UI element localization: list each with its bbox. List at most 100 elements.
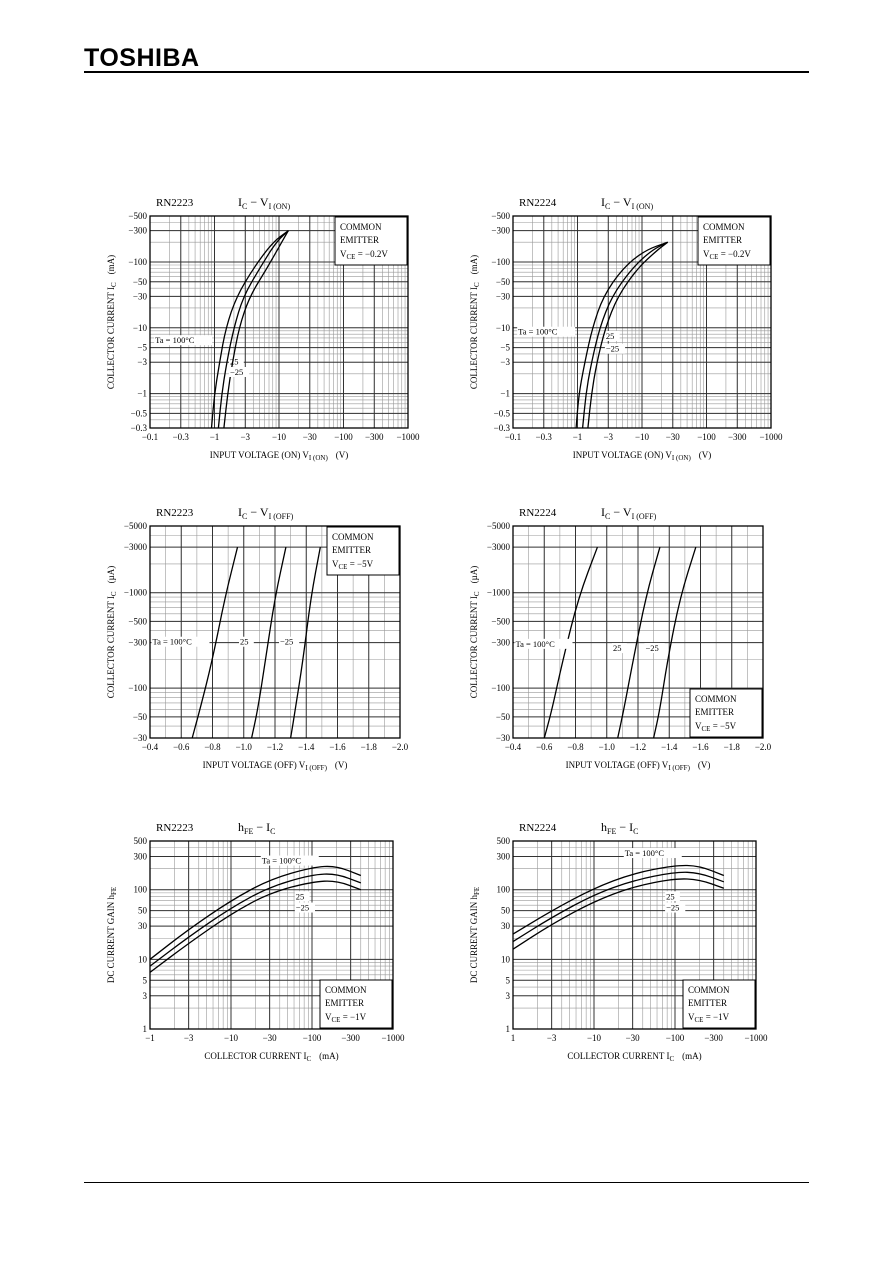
title-main: I <box>601 505 605 519</box>
series-line-1 <box>250 547 287 739</box>
part-number: RN2224 <box>519 822 557 834</box>
x-label-unit: (mA) <box>319 1051 339 1061</box>
x-tick-label: −3 <box>547 1033 557 1043</box>
series-label-bg <box>644 643 665 654</box>
y-tick-label: −500 <box>491 616 510 626</box>
y-label-main: COLLECTOR CURRENT I <box>469 287 479 389</box>
x-tick-label: −100 <box>666 1033 685 1043</box>
x-label-unit: (V) <box>335 760 348 770</box>
x-tick-label: −10 <box>635 432 650 442</box>
y-tick-label: 300 <box>497 851 511 861</box>
vce-value: = −1V <box>340 1012 366 1022</box>
title-mid: − V <box>247 505 269 519</box>
x-tick-label: −0.1 <box>505 432 521 442</box>
condition-line-emitter: EMITTER <box>695 707 734 717</box>
y-tick-label: 3 <box>143 991 148 1001</box>
series-line-0 <box>149 865 362 960</box>
y-tick-label: 100 <box>134 885 148 895</box>
y-tick-label: 100 <box>497 885 511 895</box>
title-main: h <box>601 820 607 834</box>
x-label-main: INPUT VOLTAGE (OFF) V <box>566 760 669 770</box>
condition-line-emitter: EMITTER <box>332 545 371 555</box>
title-sub1: C <box>605 202 610 211</box>
part-number: RN2223 <box>156 507 194 519</box>
y-tick-label: 3 <box>506 991 511 1001</box>
y-label-sub: FE <box>110 887 118 895</box>
condition-line-common: COMMON <box>703 222 745 232</box>
series-line-2 <box>512 878 725 950</box>
series-label: −25 <box>666 903 679 913</box>
x-axis-label: INPUT VOLTAGE (ON) VI (ON) (V) <box>573 450 712 462</box>
x-label-unit: (V) <box>698 760 711 770</box>
condition-line-emitter: EMITTER <box>703 235 742 245</box>
y-label-main: COLLECTOR CURRENT I <box>469 596 479 698</box>
y-tick-label: −1 <box>137 389 147 399</box>
y-tick-label: 500 <box>497 836 511 846</box>
y-tick-label: −0.5 <box>131 408 148 418</box>
series-label-bg <box>612 643 627 654</box>
y-label-unit: (mA) <box>106 255 116 275</box>
x-tick-label: −30 <box>626 1033 641 1043</box>
vce-symbol: V <box>703 249 710 259</box>
x-label-main: INPUT VOLTAGE (ON) V <box>573 450 673 460</box>
vce-sub: CE <box>695 1016 704 1024</box>
y-tick-label: −50 <box>133 712 148 722</box>
series-label-bg <box>260 855 319 866</box>
x-axis-label: INPUT VOLTAGE (ON) VI (ON) (V) <box>210 450 349 462</box>
y-tick-label: −500 <box>128 616 147 626</box>
x-tick-label: 1 <box>511 1033 516 1043</box>
y-axis-label: DC CURRENT GAIN hFE <box>106 887 118 983</box>
y-tick-label: 5 <box>143 975 148 985</box>
x-tick-label: −100 <box>697 432 716 442</box>
title-sub1: C <box>242 512 247 521</box>
title-main: I <box>601 195 605 209</box>
y-tick-label: 50 <box>138 906 148 916</box>
series-label-bg <box>294 891 310 902</box>
y-tick-label: −30 <box>496 291 511 301</box>
x-tick-label: −10 <box>587 1033 602 1043</box>
series-label: −25 <box>280 637 293 647</box>
series-line-0 <box>210 230 289 429</box>
y-label-sub: C <box>110 282 118 287</box>
series-line-1 <box>217 230 289 429</box>
y-tick-label: −300 <box>128 226 147 236</box>
y-axis-label: COLLECTOR CURRENT IC (µA) <box>469 566 481 699</box>
chart-rn2224-hfe-ic: 1 −3 −10 −30 −100 −300 −1000 1 3 5 10 30 50 100 300 500… <box>469 820 768 1063</box>
x-label-sub: C <box>307 1055 312 1063</box>
y-tick-label: −0.3 <box>131 423 148 433</box>
x-tick-label: −100 <box>303 1033 322 1043</box>
y-tick-label: −10 <box>133 323 148 333</box>
series-line-1 <box>149 873 362 967</box>
x-tick-label: −1 <box>573 432 583 442</box>
chart-title: IC − VI (ON) <box>238 195 290 211</box>
x-label-main: INPUT VOLTAGE (ON) V <box>210 450 310 460</box>
y-tick-label: 300 <box>134 851 148 861</box>
x-tick-label: −0.3 <box>173 432 190 442</box>
y-label-sub: C <box>473 591 481 596</box>
chart-rn2223-ic-vi-on: −0.1 −0.3 −1 −3 −10 −30 −100 −300 −1000−0.3−0.5−… <box>106 195 420 462</box>
series-line-2 <box>289 547 321 739</box>
x-tick-label: −1000 <box>381 1033 405 1043</box>
condition-line-emitter: EMITTER <box>340 235 379 245</box>
y-tick-label: −500 <box>491 211 510 221</box>
y-tick-label: −300 <box>128 638 147 648</box>
plot-frame <box>149 215 409 429</box>
title-mid: − I <box>253 820 270 834</box>
condition-box <box>334 216 408 266</box>
x-axis-label: INPUT VOLTAGE (OFF) VI (OFF) (V) <box>566 760 711 772</box>
chart-rn2223-hfe-ic: −1 −3 −10 −30 −100 −300 −1000 1 3 5 10 30 50 100 300 50… <box>106 820 405 1063</box>
series-line-2 <box>587 241 669 429</box>
vce-sub: CE <box>339 563 348 571</box>
x-tick-label: −1 <box>145 1033 155 1043</box>
series-label: −25 <box>606 344 619 354</box>
series-label-bg <box>239 636 254 647</box>
series-label-bg <box>151 636 210 647</box>
y-tick-label: −3 <box>500 357 510 367</box>
vce-symbol: V <box>688 1012 695 1022</box>
chart-title: IC − VI (ON) <box>601 195 653 211</box>
x-tick-label: −0.4 <box>142 742 159 752</box>
series-label-bg <box>623 848 682 859</box>
plot-frame <box>512 215 772 429</box>
x-tick-label: −3 <box>184 1033 194 1043</box>
series-label: −25 <box>230 367 243 377</box>
